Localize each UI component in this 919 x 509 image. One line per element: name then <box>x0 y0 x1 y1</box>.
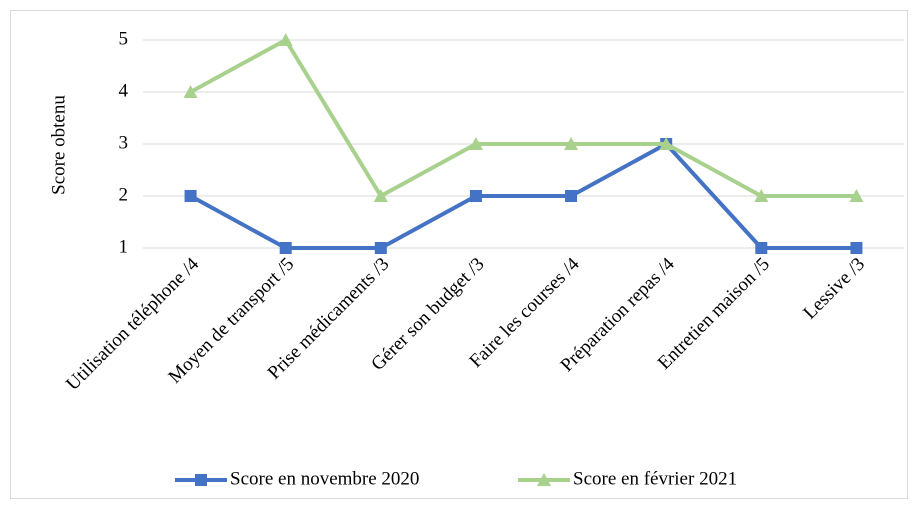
data-point <box>278 33 293 46</box>
y-tick-label: 1 <box>119 236 129 257</box>
data-point <box>279 242 292 254</box>
data-point <box>659 137 674 150</box>
series-line <box>189 38 857 198</box>
legend-marker <box>537 473 551 486</box>
y-tick-label: 2 <box>119 184 129 205</box>
y-axis-label: Score obtenu <box>48 95 69 195</box>
data-point <box>564 137 579 150</box>
legend-label: Score en février 2021 <box>573 468 737 489</box>
legend-label: Score en novembre 2020 <box>230 468 419 489</box>
data-point <box>755 242 768 254</box>
y-tick-label: 3 <box>119 132 129 153</box>
data-point <box>374 242 387 254</box>
y-tick-label: 4 <box>119 80 129 101</box>
chart-border <box>10 10 908 499</box>
data-point <box>373 189 388 202</box>
data-point <box>183 85 198 98</box>
data-point <box>468 137 483 150</box>
data-point <box>184 190 197 202</box>
data-point <box>565 190 578 202</box>
data-point <box>469 190 482 202</box>
data-point <box>849 189 864 202</box>
y-tick-label: 5 <box>119 28 129 49</box>
data-point <box>850 242 863 254</box>
series-line <box>189 142 857 250</box>
legend-marker <box>195 474 207 486</box>
data-point <box>754 189 769 202</box>
